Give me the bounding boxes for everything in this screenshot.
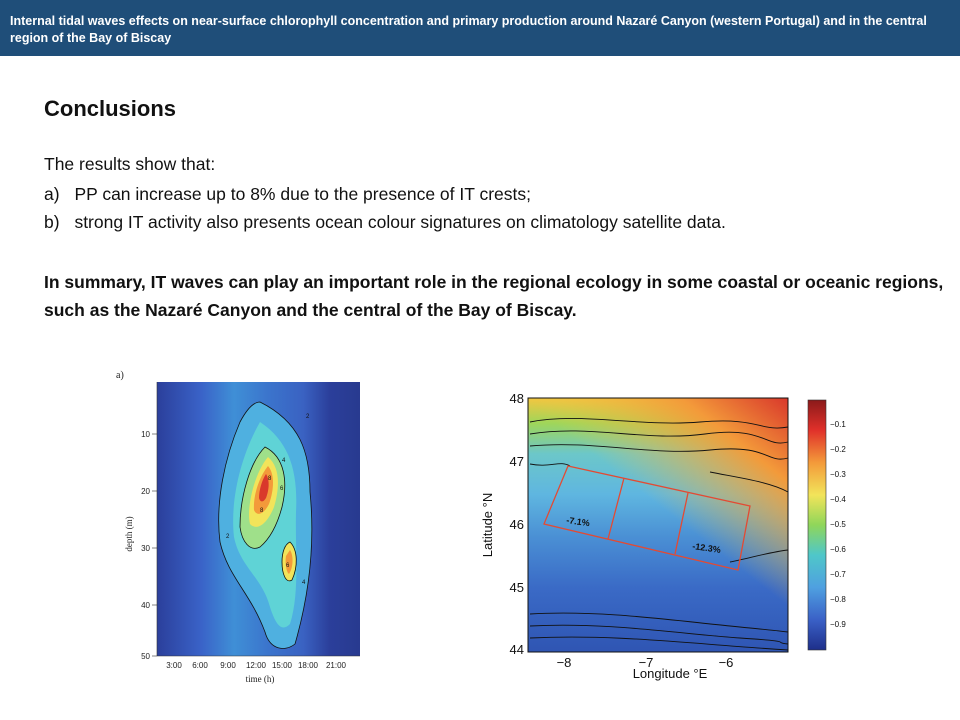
y-tick-label: 45: [510, 580, 524, 595]
y-tick-label: 46: [510, 517, 524, 532]
y-tick-label: 10: [141, 430, 150, 439]
x-tick-label: 18:00: [298, 661, 319, 670]
colorbar-tick-label: −0.6: [830, 545, 846, 554]
colorbar-tick-label: −0.5: [830, 520, 846, 529]
contour-label: 6: [280, 486, 284, 492]
point-text: PP can increase up to 8% due to the pres…: [74, 184, 532, 204]
contour-label: 4: [302, 580, 306, 586]
colorbar-tick-label: −0.1: [830, 420, 846, 429]
presentation-title: Internal tidal waves effects on near-sur…: [10, 14, 927, 45]
summary-paragraph: In summary, IT waves can play an importa…: [44, 272, 944, 320]
contour-label: 8: [260, 508, 264, 514]
section-heading: Conclusions: [44, 96, 177, 121]
title-bar: Internal tidal waves effects on near-sur…: [0, 0, 960, 56]
colorbar-tick-label: −0.7: [830, 570, 846, 579]
y-tick-label: 50: [141, 652, 150, 661]
colorbar-tick-label: −0.8: [830, 595, 846, 604]
colorbar-tick-label: −0.3: [830, 470, 846, 479]
figure-depth-time: a) 2 4 6 8 8 6 4 2: [110, 362, 370, 692]
y-tick-label: 47: [510, 454, 524, 469]
x-tick-label: −6: [719, 655, 734, 670]
contour-label: 6: [286, 563, 290, 569]
y-tick-label: 44: [510, 642, 524, 657]
x-tick-label: −8: [557, 655, 572, 670]
chlorophyll-plume: [218, 401, 313, 649]
box-annotation: -12.3%: [692, 541, 722, 555]
y-tick-label: 30: [141, 544, 150, 553]
x-tick-label: 12:00: [246, 661, 267, 670]
y-tick-label: 20: [141, 487, 150, 496]
panel-label: a): [116, 370, 124, 381]
x-axis-label: time (h): [246, 674, 275, 684]
x-tick-label: 21:00: [326, 661, 347, 670]
study-boxes: [543, 465, 751, 571]
contour-label: 8: [268, 476, 272, 482]
x-tick-label: 9:00: [220, 661, 236, 670]
bathymetry-contours: [529, 418, 789, 651]
point-marker: b): [44, 212, 60, 232]
x-tick-label: 3:00: [166, 661, 182, 670]
figure-map: -7.1% -12.3% 48 47 46 45 44 Latitude °N …: [470, 382, 860, 682]
box-annotation: -7.1%: [566, 515, 591, 528]
colorbar-tick-label: −0.4: [830, 495, 846, 504]
colorbar-tick-label: −0.2: [830, 445, 846, 454]
y-tick-label: 48: [510, 391, 524, 406]
y-tick-label: 40: [141, 601, 150, 610]
y-axis-label: Latitude °N: [480, 493, 495, 557]
contour-label: 2: [306, 414, 310, 420]
y-axis-label: depth (m): [124, 516, 134, 551]
colorbar: [807, 399, 827, 651]
x-axis-label: Longitude °E: [633, 666, 708, 681]
x-tick-label: −7: [639, 655, 654, 670]
results-intro: The results show that:: [44, 154, 216, 174]
point-marker: a): [44, 184, 60, 204]
result-point-a: a) PP can increase up to 8% due to the p…: [44, 184, 531, 205]
point-text: strong IT activity also presents ocean c…: [74, 212, 726, 232]
colorbar-tick-label: −0.9: [830, 620, 846, 629]
contour-label: 2: [226, 534, 230, 540]
result-point-b: b) strong IT activity also presents ocea…: [44, 212, 726, 233]
contour-label: 4: [282, 458, 286, 464]
x-tick-label: 6:00: [192, 661, 208, 670]
x-tick-label: 15:00: [272, 661, 293, 670]
